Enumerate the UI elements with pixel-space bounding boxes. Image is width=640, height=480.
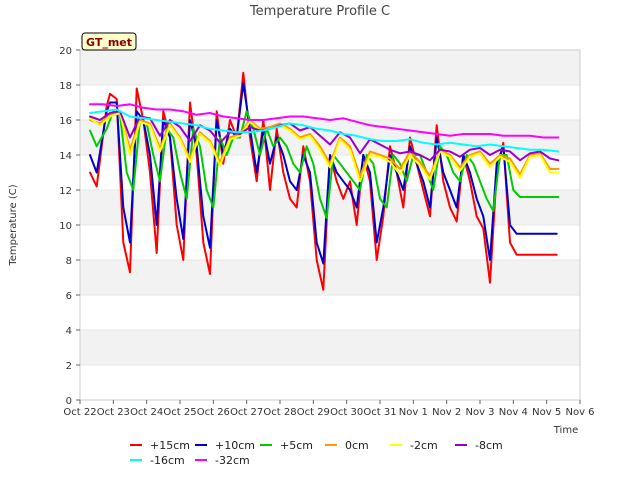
x-tick-label: Nov 1 xyxy=(399,407,428,418)
legend-label: +5cm xyxy=(280,439,313,452)
x-tick-label: Oct 30 xyxy=(330,407,363,418)
legend-item: +5cm xyxy=(260,439,313,452)
series-line--8cm xyxy=(89,110,560,162)
x-tick-label: Oct 24 xyxy=(130,407,163,418)
x-tick-label: Oct 22 xyxy=(63,407,96,418)
grid-band xyxy=(80,50,580,85)
x-tick-label: Oct 29 xyxy=(297,407,330,418)
x-tick-label: Nov 2 xyxy=(432,407,461,418)
legend-item: -2cm xyxy=(390,439,438,452)
y-axis-ticks: 0 2 4 6 8 10 12 14 16 18 20 xyxy=(59,46,80,407)
y-tick-label: 2 xyxy=(66,361,72,372)
legend-label: 0cm xyxy=(345,439,369,452)
gt-met-badge: GT_met xyxy=(81,32,137,51)
y-tick-label: 8 xyxy=(66,256,72,267)
x-tick-label: Oct 27 xyxy=(230,407,263,418)
grid-band xyxy=(80,330,580,365)
legend: +15cm +10cm +5cm 0cm -2cm -8cm -16cm -32cm xyxy=(130,439,503,467)
legend-label: -16cm xyxy=(150,454,185,467)
x-tick-label: Nov 5 xyxy=(532,407,561,418)
legend-item: +15cm xyxy=(130,439,190,452)
legend-item: -32cm xyxy=(195,454,250,467)
x-tick-label: Nov 4 xyxy=(499,407,528,418)
x-tick-label: Oct 25 xyxy=(163,407,196,418)
series-line-+5cm xyxy=(89,110,560,219)
series-line--32cm xyxy=(89,103,560,139)
x-tick-label: Oct 31 xyxy=(363,407,396,418)
legend-item: -16cm xyxy=(130,454,185,467)
legend-item: 0cm xyxy=(325,439,369,452)
legend-label: +15cm xyxy=(150,439,190,452)
legend-item: +10cm xyxy=(195,439,255,452)
chart-title: Temperature Profile C xyxy=(249,4,390,19)
legend-label: +10cm xyxy=(215,439,255,452)
y-tick-label: 16 xyxy=(59,116,72,127)
grid-band xyxy=(80,295,580,330)
grid-bands xyxy=(80,49,580,401)
x-tick-label: Oct 23 xyxy=(97,407,130,418)
x-axis-title: Time xyxy=(553,425,578,436)
grid-band xyxy=(80,85,580,120)
legend-label: -8cm xyxy=(475,439,503,452)
grid-band xyxy=(80,260,580,295)
series-line--2cm xyxy=(89,112,560,183)
series-line--16cm xyxy=(89,108,560,153)
y-tick-label: 4 xyxy=(66,326,72,337)
series-layer xyxy=(89,71,560,291)
x-tick-label: Nov 3 xyxy=(465,407,494,418)
y-tick-label: 10 xyxy=(59,221,72,232)
legend-label: -32cm xyxy=(215,454,250,467)
x-tick-label: Oct 28 xyxy=(263,407,296,418)
y-tick-label: 14 xyxy=(59,151,72,162)
y-tick-label: 6 xyxy=(66,291,72,302)
y-tick-label: 18 xyxy=(59,81,72,92)
legend-label: -2cm xyxy=(410,439,438,452)
x-axis-ticks: Oct 22 Oct 23 Oct 24 Oct 25 Oct 26 Oct 27 Oct … xyxy=(63,400,595,418)
y-tick-label: 20 xyxy=(59,46,72,57)
y-axis-title: Temperature (C) xyxy=(8,184,19,266)
x-tick-label: Nov 6 xyxy=(565,407,594,418)
grid-band xyxy=(80,225,580,260)
y-tick-label: 12 xyxy=(59,186,72,197)
grid-band xyxy=(80,365,580,400)
legend-item: -8cm xyxy=(455,439,503,452)
badge-label: GT_met xyxy=(86,36,132,49)
y-tick-label: 0 xyxy=(66,396,72,407)
x-tick-label: Oct 26 xyxy=(197,407,230,418)
